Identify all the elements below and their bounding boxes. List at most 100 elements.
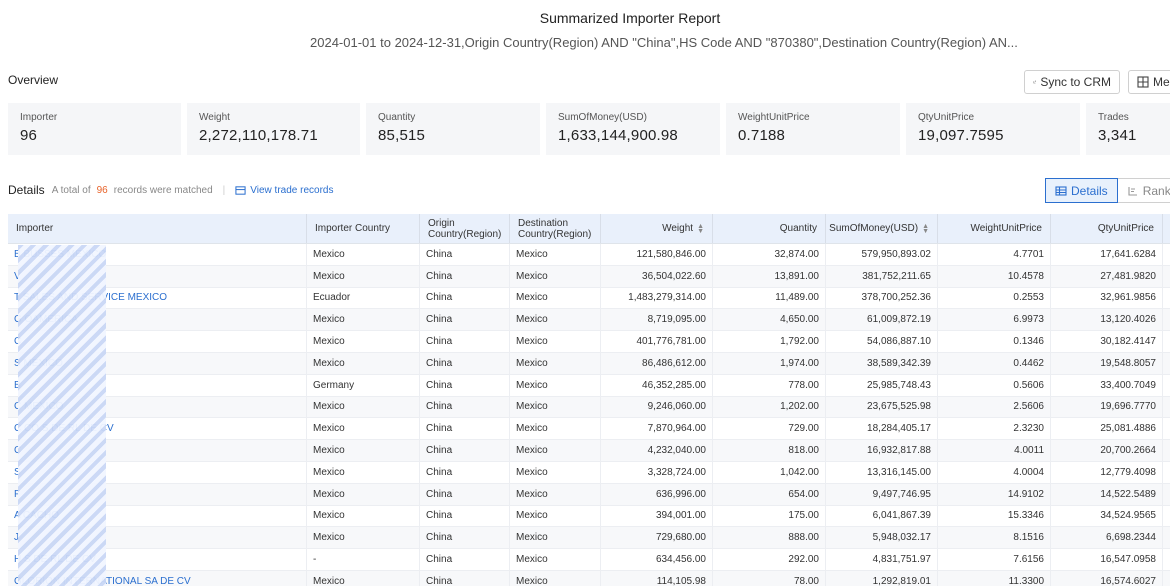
col-quantity: Quantity (713, 214, 826, 243)
weight-cell: 86,486,612.00 (601, 352, 713, 374)
table-row[interactable]: GLORION INTERNATIONAL SA DE CVMexicoChin… (8, 570, 1170, 586)
importer-cell[interactable]: S (8, 461, 307, 483)
weight-cell: 3,328,724.00 (601, 461, 713, 483)
menu-button[interactable]: Men (1128, 70, 1170, 94)
weight-unit-price-cell: 2.5606 (938, 396, 1051, 418)
origin-cell: China (420, 244, 510, 265)
importer-country-cell: Mexico (307, 461, 420, 483)
weight-unit-price-cell: 2.3230 (938, 418, 1051, 440)
importer-country-cell: Mexico (307, 483, 420, 505)
col-dest-line1: Destination (518, 217, 569, 229)
destination-cell: Mexico (510, 505, 601, 527)
qty-unit-price-cell: 14,522.5489 (1051, 483, 1163, 505)
destination-cell: Mexico (510, 527, 601, 549)
stat-value: 2,272,110,178.71 (199, 127, 318, 144)
qty-unit-price-cell: 16,547.0958 (1051, 549, 1163, 570)
tab-rank[interactable]: Rank (1117, 178, 1170, 203)
weight-unit-price-cell: 4.0004 (938, 461, 1051, 483)
quantity-cell: 4,650.00 (713, 309, 826, 331)
sum-cell: 381,752,211.65 (826, 265, 938, 287)
qty-unit-price-cell: 19,548.8057 (1051, 352, 1163, 374)
quantity-cell: 175.00 (713, 505, 826, 527)
importer-cell[interactable]: C (8, 440, 307, 461)
stat-card-quantity: Quantity 85,515 (366, 103, 540, 155)
stat-label: WeightUnitPrice (738, 112, 810, 123)
weight-unit-price-cell: 11.3300 (938, 570, 1051, 586)
export-icon (1033, 80, 1036, 84)
sort-icon[interactable]: ▲ ▼ (922, 222, 929, 235)
importer-cell[interactable]: J (8, 527, 307, 549)
col-origin-line2: Country(Region) (428, 228, 502, 240)
qty-unit-price-cell: 17,641.6284 (1051, 244, 1163, 265)
table-row[interactable]: T SALES AND SERVICE MEXICOEcuadorChinaMe… (8, 287, 1170, 310)
origin-cell: China (420, 440, 510, 461)
quantity-cell: 654.00 (713, 483, 826, 505)
origin-cell: China (420, 461, 510, 483)
qty-unit-price-cell: 27,481.9820 (1051, 265, 1163, 287)
weight-cell: 121,580,846.00 (601, 244, 713, 265)
table-row[interactable]: C MEXICOMexicoChinaMexico9,246,060.001,2… (8, 396, 1170, 419)
qty-unit-price-cell: 32,961.9856 (1051, 287, 1163, 309)
importer-country-cell: Mexico (307, 309, 420, 331)
sum-cell: 16,932,817.88 (826, 440, 938, 461)
col-weight-unit-price: WeightUnitPrice (938, 214, 1051, 243)
quantity-cell: 778.00 (713, 374, 826, 396)
table-row[interactable]: CMexicoChinaMexico4,232,040.00818.0016,9… (8, 440, 1170, 462)
weight-unit-price-cell: 0.1346 (938, 331, 1051, 352)
weight-unit-price-cell: 15.3346 (938, 505, 1051, 527)
table-row[interactable]: G OAMERICAMexicoChinaMexico8,719,095.004… (8, 309, 1170, 332)
stat-card-trades: Trades 3,341 (1086, 103, 1170, 155)
weight-cell: 1,483,279,314.00 (601, 287, 713, 309)
stat-value: 85,515 (378, 127, 426, 144)
weight-cell: 634,456.00 (601, 549, 713, 570)
table-row[interactable]: CMexicoChinaMexico401,776,781.001,792.00… (8, 331, 1170, 353)
quantity-cell: 292.00 (713, 549, 826, 570)
table-row[interactable]: VMexicoChinaMexico36,504,022.6013,891.00… (8, 265, 1170, 288)
importer-cell[interactable]: B (8, 374, 307, 396)
sum-cell: 61,009,872.19 (826, 309, 938, 331)
sync-to-crm-button[interactable]: Sync to CRM (1024, 70, 1120, 94)
stat-label: Weight (199, 112, 230, 123)
stat-card-qty-unit-price: QtyUnitPrice 19,097.7595 (906, 103, 1080, 155)
destination-cell: Mexico (510, 483, 601, 505)
table-row[interactable]: A CACHOMexicoChinaMexico394,001.00175.00… (8, 505, 1170, 528)
quantity-cell: 32,874.00 (713, 244, 826, 265)
weight-cell: 636,996.00 (601, 483, 713, 505)
view-trade-records-link[interactable]: View trade records (235, 185, 333, 196)
sum-cell: 1,292,819.01 (826, 570, 938, 586)
importer-cell[interactable]: C (8, 331, 307, 352)
origin-cell: China (420, 418, 510, 440)
divider: | (222, 184, 226, 196)
col-destination-country: Destination Country(Region) (510, 214, 601, 243)
col-weight[interactable]: Weight ▲ ▼ (601, 214, 713, 243)
stat-card-weight: Weight 2,272,110,178.71 (187, 103, 360, 155)
table-row[interactable]: B BUSSES MEXICOMexicoChinaMexico121,580,… (8, 244, 1170, 266)
tab-details[interactable]: Details (1045, 178, 1118, 203)
table-row[interactable]: C CO S DE RL DE CVMexicoChinaMexico7,870… (8, 418, 1170, 441)
weight-unit-price-cell: 8.1516 (938, 527, 1051, 549)
table-row[interactable]: BGermanyChinaMexico46,352,285.00778.0025… (8, 374, 1170, 397)
stat-value: 0.7188 (738, 127, 786, 144)
table-row[interactable]: J Mexico China Mexico 729,680.00 888.00 5,948,… (8, 527, 1170, 550)
stat-label: Quantity (378, 112, 416, 123)
sort-icon[interactable]: ▲ ▼ (697, 222, 704, 235)
col-importer: Importer (8, 214, 307, 243)
col-sum-of-money[interactable]: SumOfMoney(USD) ▲ ▼ (826, 214, 938, 243)
origin-cell: China (420, 374, 510, 396)
importer-cell[interactable]: F (8, 483, 307, 505)
table-row[interactable]: SMexicoChinaMexico3,328,724.001,042.0013… (8, 461, 1170, 484)
col-weight-label: Weight (662, 223, 694, 234)
destination-cell: Mexico (510, 309, 601, 331)
table-row[interactable]: H S DE RL DE CV-ChinaMexico634,456.00292… (8, 549, 1170, 571)
table-body: B BUSSES MEXICOMexicoChinaMexico121,580,… (8, 244, 1170, 586)
sum-cell: 378,700,252.36 (826, 287, 938, 309)
qty-unit-price-cell: 19,696.7770 (1051, 396, 1163, 418)
table-row[interactable]: S MEXICOMexicoChinaMexico86,486,612.001,… (8, 352, 1170, 375)
quantity-cell: 1,202.00 (713, 396, 826, 418)
matched-count: 96 (96, 184, 108, 196)
destination-cell: Mexico (510, 244, 601, 265)
importer-cell[interactable]: V (8, 265, 307, 287)
weight-cell: 401,776,781.00 (601, 331, 713, 352)
table-row[interactable]: FMexicoChinaMexico636,996.00654.009,497,… (8, 483, 1170, 506)
quantity-cell: 1,792.00 (713, 331, 826, 352)
